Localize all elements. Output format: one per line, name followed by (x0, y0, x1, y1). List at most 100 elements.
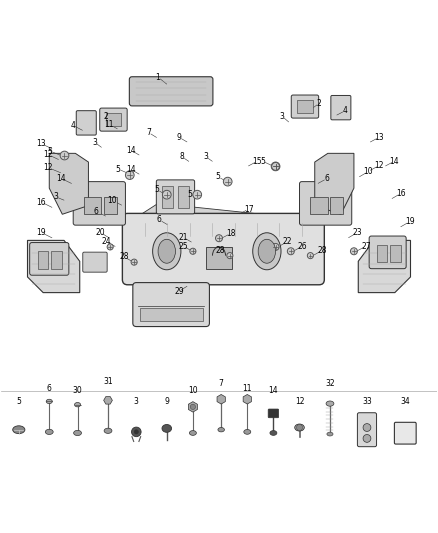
Text: 24: 24 (102, 237, 112, 246)
FancyBboxPatch shape (268, 409, 279, 418)
Text: 25: 25 (179, 241, 188, 251)
FancyBboxPatch shape (357, 413, 377, 447)
Circle shape (307, 253, 314, 259)
Bar (51, 251, 62, 269)
Ellipse shape (158, 239, 176, 263)
Text: 12: 12 (44, 163, 53, 172)
Text: 14: 14 (126, 146, 136, 155)
Text: 5: 5 (188, 190, 193, 199)
Bar (330, 197, 343, 214)
Ellipse shape (295, 424, 304, 431)
FancyBboxPatch shape (291, 95, 319, 118)
Text: 27: 27 (361, 241, 371, 251)
Text: 13: 13 (374, 133, 384, 142)
Text: 5: 5 (48, 147, 53, 156)
Text: 16: 16 (37, 198, 46, 207)
FancyBboxPatch shape (394, 422, 416, 444)
Text: 3: 3 (280, 112, 285, 121)
Circle shape (193, 190, 201, 199)
Text: 10: 10 (108, 196, 117, 205)
Bar (104, 197, 117, 214)
FancyBboxPatch shape (129, 77, 213, 106)
Circle shape (190, 404, 195, 409)
Text: 28: 28 (215, 246, 225, 255)
Text: 5: 5 (116, 165, 120, 174)
Bar (377, 245, 388, 262)
Text: 2: 2 (317, 99, 321, 108)
Text: 9: 9 (164, 397, 169, 406)
Circle shape (272, 244, 279, 251)
Polygon shape (104, 397, 113, 404)
Circle shape (190, 248, 196, 254)
Circle shape (297, 424, 303, 431)
Bar (311, 197, 328, 214)
Text: 32: 32 (325, 379, 335, 389)
Bar (162, 186, 173, 208)
Ellipse shape (152, 233, 181, 270)
Circle shape (271, 162, 280, 171)
Text: 3: 3 (53, 192, 58, 201)
Bar (38, 251, 48, 269)
FancyBboxPatch shape (76, 111, 96, 135)
Ellipse shape (162, 424, 172, 432)
Text: 7: 7 (219, 379, 224, 389)
Text: 6: 6 (94, 207, 99, 216)
Bar (297, 100, 313, 114)
Text: 11: 11 (105, 120, 114, 128)
Text: 14: 14 (126, 165, 136, 174)
Text: 9: 9 (177, 133, 181, 142)
Text: 18: 18 (226, 229, 236, 238)
Polygon shape (217, 394, 225, 404)
Ellipse shape (74, 402, 81, 407)
Polygon shape (358, 240, 410, 293)
Text: 31: 31 (103, 377, 113, 386)
Text: 33: 33 (362, 397, 372, 406)
Circle shape (363, 424, 371, 431)
FancyBboxPatch shape (122, 213, 324, 285)
Ellipse shape (258, 239, 276, 263)
Bar (106, 114, 121, 126)
Bar (84, 197, 102, 214)
Text: 14: 14 (389, 157, 399, 166)
Ellipse shape (189, 431, 196, 435)
FancyBboxPatch shape (30, 243, 69, 275)
Text: 3: 3 (204, 152, 208, 161)
FancyBboxPatch shape (156, 180, 194, 214)
Ellipse shape (326, 401, 334, 406)
Text: 22: 22 (283, 237, 292, 246)
Text: 4: 4 (343, 106, 348, 115)
Circle shape (131, 259, 137, 265)
Polygon shape (28, 240, 80, 293)
Circle shape (227, 253, 233, 259)
Text: 19: 19 (37, 228, 46, 237)
Text: 29: 29 (174, 287, 184, 296)
Text: 3: 3 (92, 138, 97, 147)
Text: 14: 14 (57, 174, 66, 183)
Ellipse shape (134, 430, 138, 434)
Circle shape (125, 171, 134, 180)
Text: 34: 34 (400, 397, 410, 406)
Ellipse shape (74, 430, 81, 435)
Ellipse shape (13, 426, 25, 434)
Text: 17: 17 (244, 205, 254, 214)
Bar (206, 247, 232, 269)
Text: 7: 7 (146, 128, 151, 137)
Text: 6: 6 (325, 174, 329, 183)
Polygon shape (315, 154, 354, 214)
Text: 20: 20 (96, 228, 106, 237)
Circle shape (363, 434, 371, 442)
Text: 14: 14 (268, 386, 278, 395)
Circle shape (272, 163, 279, 171)
Circle shape (223, 177, 232, 186)
Text: 6: 6 (47, 384, 52, 393)
Ellipse shape (46, 429, 53, 434)
Text: 16: 16 (396, 189, 406, 198)
Text: 26: 26 (298, 241, 307, 251)
Circle shape (107, 244, 113, 250)
FancyBboxPatch shape (100, 108, 127, 131)
Circle shape (215, 235, 223, 241)
Text: 5: 5 (16, 397, 21, 406)
FancyBboxPatch shape (73, 182, 125, 225)
Circle shape (162, 190, 171, 199)
Polygon shape (188, 402, 198, 412)
